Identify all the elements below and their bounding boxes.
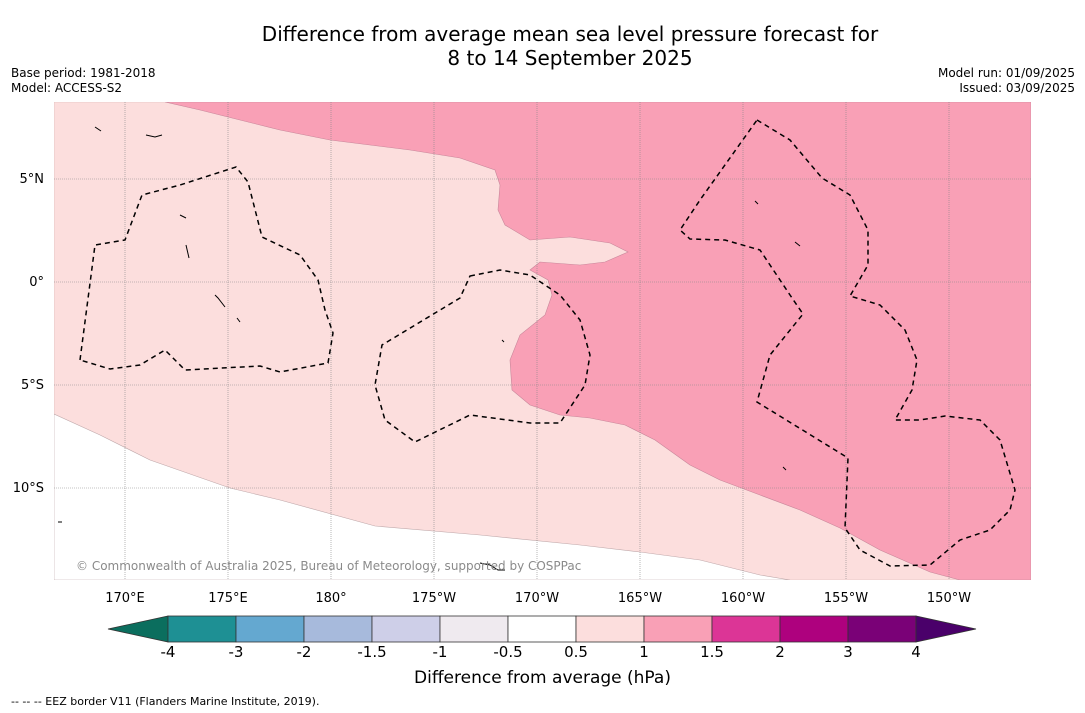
colorbar-extension-high [915, 615, 977, 643]
island-1 [145, 134, 163, 138]
island-12 [501, 339, 505, 343]
colorbar-segment [711, 615, 781, 643]
colorbar-segment [507, 615, 577, 643]
colorbar-segment [167, 615, 237, 643]
colorbar-tick-label: -2 [296, 643, 312, 661]
colorbar-segment [371, 615, 441, 643]
lat-label: 5°S [21, 378, 44, 393]
lat-label: 10°S [13, 481, 44, 496]
colorbar-segment [847, 615, 917, 643]
colorbar-tick-label: 3 [843, 643, 853, 661]
colorbar-tick-label: 0.5 [564, 643, 588, 661]
colorbar-segment [303, 615, 373, 643]
eez-footnote: -- -- -- EEZ border V11 (Flanders Marine… [11, 695, 320, 708]
colorbar-tick-label: -0.5 [493, 643, 523, 661]
pressure-band-below-0-5 [54, 413, 791, 580]
colorbar-tick-label: -3 [228, 643, 244, 661]
island-3 [179, 214, 187, 219]
model-name: Model: ACCESS-S2 [11, 81, 123, 95]
colorbar-segment [235, 615, 305, 643]
colorbar-segment [439, 615, 509, 643]
island-8 [754, 200, 759, 205]
lon-label: 160°W [721, 591, 765, 606]
map-title-line2: 8 to 14 September 2025 [447, 46, 693, 70]
island-5 [214, 294, 226, 308]
colorbar-segment [643, 615, 713, 643]
lat-label: 0° [29, 275, 44, 290]
lat-label: 5°N [20, 172, 45, 187]
island-6 [236, 317, 241, 323]
island-10 [479, 562, 505, 571]
island-4 [185, 244, 190, 259]
colorbar-tick-label: 1.5 [700, 643, 724, 661]
map-title-line1: Difference from average mean sea level p… [261, 22, 879, 46]
colorbar [107, 615, 977, 643]
colorbar-tick-label: 1 [639, 643, 649, 661]
colorbar-tick-label: -1 [432, 643, 448, 661]
island-7 [794, 241, 801, 247]
colorbar-segment [779, 615, 849, 643]
lon-label: 180° [315, 591, 346, 606]
lon-label: 175°E [208, 591, 248, 606]
base-period: Base period: 1981-2018 [11, 66, 156, 80]
colorbar-title: Difference from average (hPa) [414, 668, 671, 688]
model-run: Model run: 01/09/2025 [937, 66, 1075, 80]
lon-label: 155°W [824, 591, 868, 606]
colorbar-extension-low [107, 615, 169, 643]
eez-borders [79, 118, 1016, 567]
lon-label: 175°W [412, 591, 456, 606]
lon-label: 150°W [927, 591, 971, 606]
longitude-labels: 170°E 175°E 180° 175°W 170°W 165°W 160°W… [105, 591, 971, 606]
island-outlines [58, 126, 801, 571]
colorbar-tick-label: 2 [775, 643, 785, 661]
latitude-labels: 5°N 0° 5°S 10°S [13, 172, 44, 496]
colorbar-tick-label: -4 [160, 643, 176, 661]
colorbar-tick-label: -1.5 [357, 643, 387, 661]
eez-border-line-islands [679, 118, 1016, 567]
lon-label: 170°E [105, 591, 145, 606]
issued-date: Issued: 03/09/2025 [959, 81, 1075, 95]
map-plot-area: © Commonwealth of Australia 2025, Bureau… [54, 102, 1031, 580]
colorbar-segment [575, 615, 645, 643]
island-9 [782, 466, 787, 471]
lon-label: 165°W [618, 591, 662, 606]
copyright-notice: © Commonwealth of Australia 2025, Bureau… [76, 559, 581, 573]
eez-border-tokelau [374, 269, 591, 443]
island-2 [94, 126, 102, 132]
lon-label: 170°W [515, 591, 559, 606]
colorbar-tick-label: 4 [911, 643, 921, 661]
eez-border-kiribati-gilbert [79, 166, 334, 373]
